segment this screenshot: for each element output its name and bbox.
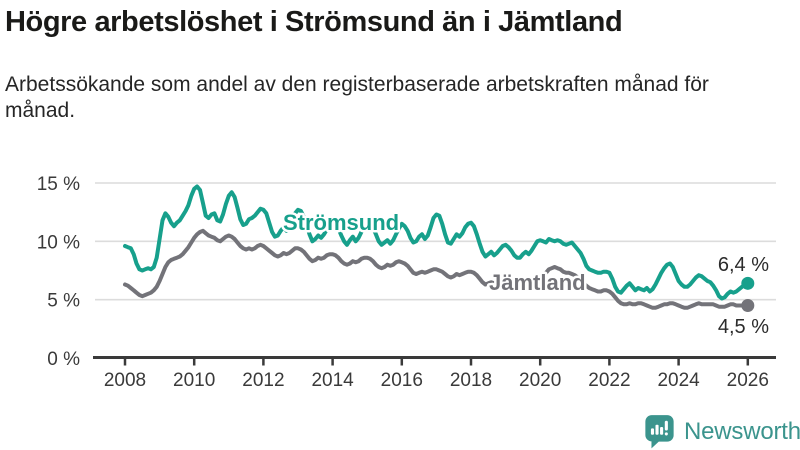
y-axis-label: 15 % [37,174,80,195]
x-axis-label: 2010 [173,370,215,391]
series-line-strömsund [123,184,750,301]
newsworthy-bubble-chart-icon [645,415,674,449]
series-label-strömsund: Strömsund [283,210,399,235]
series-end-dot-strömsund [741,276,755,290]
series-end-dot-jämtland [741,299,755,312]
y-axis-label: 10 % [37,232,80,253]
x-axis-label: 2012 [242,370,284,391]
newsworthy-wordmark: Newsworthy [684,418,800,445]
x-axis-label: 2018 [450,370,492,391]
end-value-label-strömsund: 6,4 % [718,254,769,276]
x-axis-label: 2016 [381,370,423,391]
x-axis-label: 2020 [519,370,561,391]
end-value-label-jämtland: 4,5 % [718,316,769,338]
y-axis-label: 5 % [47,291,80,312]
series-label-jämtland: Jämtland [489,270,586,295]
x-axis-label: 2008 [104,370,146,391]
x-axis-label: 2026 [727,370,769,391]
x-axis-label: 2024 [657,370,700,391]
newsworthy-logo-link[interactable]: Newsworthy [644,413,800,450]
chart-title: Högre arbetslöshet i Strömsund än i Jämt… [5,6,623,38]
y-axis-label: 0 % [47,349,80,370]
chart-subtitle: Arbetssökande som andel av den registerb… [5,73,709,122]
x-axis-label: 2022 [588,370,630,391]
x-axis-label: 2014 [311,370,354,391]
series-line-jämtland [123,228,750,310]
